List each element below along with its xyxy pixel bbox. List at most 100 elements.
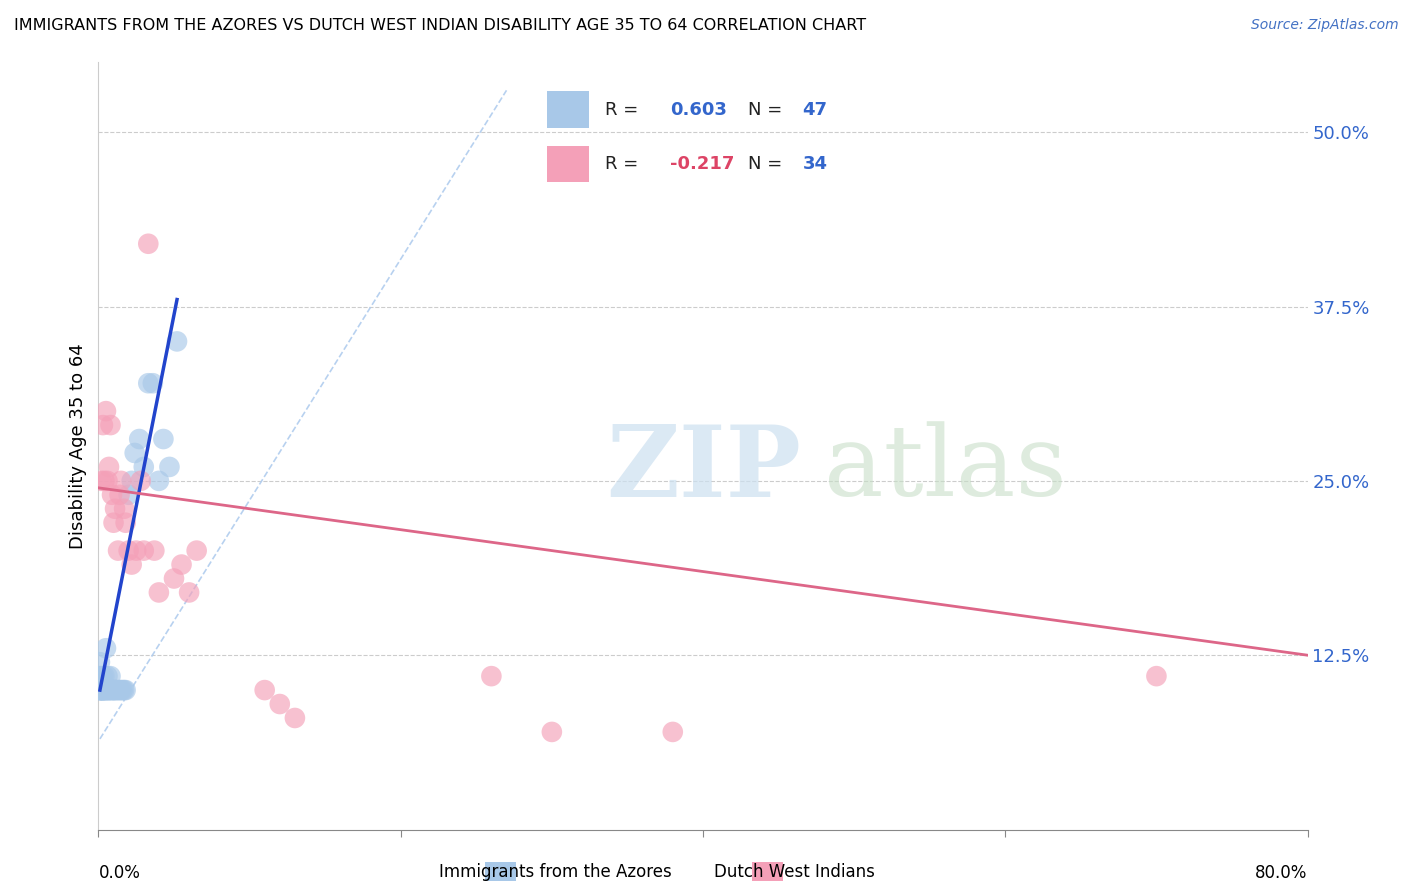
Point [89,683,111,698]
Point [481,669,503,683]
Bar [547,145,589,182]
Text: IMMIGRANTS FROM THE AZORES VS DUTCH WEST INDIAN DISABILITY AGE 35 TO 64 CORRELAT: IMMIGRANTS FROM THE AZORES VS DUTCH WEST… [14,18,866,33]
Point [152,432,174,446]
Text: N =: N = [748,101,787,119]
Point [112,683,135,698]
Point [93,474,115,488]
Point [94,683,117,698]
Point [111,683,134,698]
Point [103,683,125,698]
Point [103,516,125,530]
Point [93,683,115,698]
Point [100,669,122,683]
Point [91,683,114,698]
Point [98,683,121,698]
Point [91,683,114,698]
Point [186,543,208,558]
Point [170,558,193,572]
Point [148,585,170,599]
Point [96,669,118,683]
Point [91,669,114,683]
Point [114,516,136,530]
Text: Source: ZipAtlas.com: Source: ZipAtlas.com [1251,18,1399,32]
Point [94,683,117,698]
Text: 80.0%: 80.0% [1256,864,1308,882]
Point [107,543,129,558]
Point [163,572,186,586]
Point [121,474,143,488]
Point [166,334,188,349]
Text: atlas: atlas [824,421,1067,516]
Point [118,543,141,558]
Point [90,683,112,698]
Point [101,488,124,502]
Point [89,683,111,698]
Point [112,501,135,516]
Point [89,669,111,683]
Text: Dutch West Indians: Dutch West Indians [714,863,875,881]
Point [124,446,146,460]
Y-axis label: Disability Age 35 to 64: Disability Age 35 to 64 [69,343,87,549]
Point [94,404,117,418]
Point [129,474,152,488]
Point [159,459,181,474]
Point [110,683,132,698]
Point [91,683,114,698]
Point [100,418,122,433]
Text: 34: 34 [803,154,828,173]
Point [108,683,131,698]
Point [104,501,127,516]
Point [89,655,111,669]
Text: 47: 47 [803,101,828,119]
Point [121,558,143,572]
Point [661,725,683,739]
Point [128,432,150,446]
Point [90,683,112,698]
Point [98,459,121,474]
Point [110,474,132,488]
Point [104,683,127,698]
Point [93,683,115,698]
Point [94,641,117,656]
Text: Immigrants from the Azores: Immigrants from the Azores [439,863,672,881]
Point [179,585,201,599]
Point [136,376,159,391]
Text: -0.217: -0.217 [671,154,734,173]
Point [253,683,276,698]
Point [540,725,562,739]
Point [107,683,129,698]
Point [136,236,159,251]
Point [101,683,124,698]
Point [132,543,155,558]
Text: ZIP: ZIP [606,420,801,517]
Text: 0.0%: 0.0% [98,864,141,882]
Point [90,669,112,683]
Text: R =: R = [606,101,644,119]
Point [90,683,112,698]
Point [143,543,166,558]
Point [96,683,118,698]
Point [269,697,291,711]
Point [114,683,136,698]
Bar [547,92,589,128]
Point [100,683,122,698]
Point [1144,669,1167,683]
Text: N =: N = [748,154,787,173]
Point [108,488,131,502]
Point [118,488,141,502]
Text: 0.603: 0.603 [671,101,727,119]
Point [284,711,307,725]
Point [105,683,128,698]
Point [98,683,121,698]
Point [96,474,118,488]
Point [90,474,112,488]
Point [89,683,111,698]
Point [148,474,170,488]
Point [125,543,148,558]
Point [93,669,115,683]
Text: R =: R = [606,154,644,173]
Point [103,683,125,698]
Point [132,459,155,474]
Point [91,418,114,433]
Point [142,376,165,391]
